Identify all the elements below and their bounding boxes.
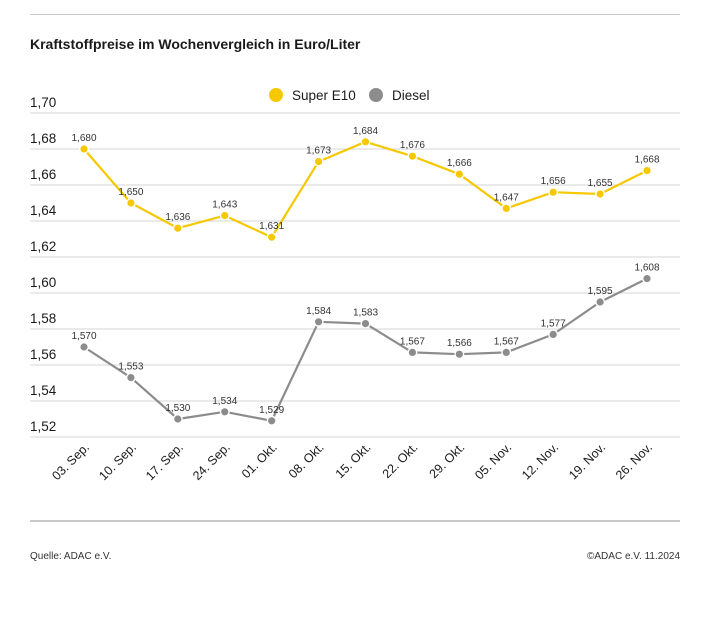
data-point: [642, 273, 653, 284]
data-label: 1,530: [165, 403, 190, 414]
x-tick-label: 24. Sep.: [190, 440, 233, 483]
y-tick-label: 1,52: [30, 419, 56, 434]
data-point: [407, 151, 418, 162]
data-point: [360, 318, 371, 329]
series-line: [83, 277, 648, 422]
data-label: 1,636: [165, 212, 190, 223]
data-point: [266, 415, 277, 426]
x-tick-label: 10. Sep.: [96, 440, 139, 483]
x-tick-label: 19. Nov.: [566, 440, 608, 482]
data-label: 1,650: [118, 187, 143, 198]
series: 1,680 1,650 1,636 1,643 1,631 1,673 1,684 1,676…: [71, 126, 660, 426]
grid-lines: [30, 112, 680, 438]
data-label: 1,553: [118, 362, 143, 373]
legend-swatch: [369, 88, 383, 102]
data-label: 1,534: [212, 396, 237, 407]
x-tick-label: 22. Okt.: [380, 440, 421, 481]
y-tick-label: 1,66: [30, 167, 56, 182]
data-point: [78, 143, 89, 154]
x-axis-ticks: 03. Sep. 10. Sep. 17. Sep. 24. Sep. 01. Okt.…: [49, 440, 655, 483]
data-label: 1,583: [353, 308, 378, 319]
data-point: [548, 329, 559, 340]
bottom-divider: [30, 520, 680, 522]
copyright-note: ©ADAC e.V. 11.2024: [587, 551, 680, 562]
source-note: Quelle: ADAC e.V.: [30, 551, 112, 562]
data-point: [125, 372, 136, 383]
y-tick-label: 1,54: [30, 383, 57, 398]
series-super-e10: 1,680 1,650 1,636 1,643 1,631 1,673 1,684 1,676…: [71, 126, 660, 243]
data-label: 1,595: [588, 286, 613, 297]
data-label: 1,567: [400, 336, 425, 347]
x-tick-label: 15. Okt.: [333, 440, 374, 481]
data-label: 1,676: [400, 140, 425, 151]
data-point: [78, 342, 89, 353]
x-tick-label: 26. Nov.: [613, 440, 655, 482]
data-point: [313, 156, 324, 167]
data-point: [125, 197, 136, 208]
data-point: [172, 223, 183, 234]
legend: Super E10 Diesel: [269, 88, 430, 103]
data-label: 1,684: [353, 126, 378, 137]
data-label: 1,666: [447, 158, 472, 169]
data-point: [595, 188, 606, 199]
data-point: [454, 169, 465, 180]
y-tick-label: 1,70: [30, 95, 56, 110]
data-point: [172, 414, 183, 425]
data-label: 1,529: [259, 405, 284, 416]
data-label: 1,567: [494, 336, 519, 347]
legend-swatch: [269, 88, 283, 102]
data-label: 1,608: [634, 263, 659, 274]
x-tick-label: 05. Nov.: [472, 440, 514, 482]
data-point: [548, 187, 559, 198]
data-label: 1,643: [212, 200, 237, 211]
data-label: 1,680: [71, 133, 96, 144]
y-tick-label: 1,56: [30, 347, 56, 362]
series-diesel: 1,570 1,553 1,530 1,534 1,529 1,584 1,583 1,567…: [71, 263, 660, 426]
y-axis-ticks: 1,52 1,54 1,56 1,58 1,60 1,62 1,64 1,66 1,68 1,70: [30, 95, 57, 434]
data-point: [595, 297, 606, 308]
data-point: [219, 406, 230, 417]
x-tick-label: 08. Okt.: [286, 440, 327, 481]
data-point: [219, 210, 230, 221]
legend-label: Super E10: [292, 88, 356, 103]
chart-title: Kraftstoffpreise im Wochenvergleich in E…: [30, 36, 361, 52]
y-tick-label: 1,62: [30, 239, 56, 254]
data-point: [313, 316, 324, 327]
data-label: 1,566: [447, 338, 472, 349]
legend-label: Diesel: [392, 88, 430, 103]
data-point: [360, 136, 371, 147]
data-label: 1,668: [634, 155, 659, 166]
data-point: [266, 232, 277, 243]
data-point: [642, 165, 653, 176]
data-label: 1,631: [259, 221, 284, 232]
x-tick-label: 01. Okt.: [239, 440, 280, 481]
top-divider: [30, 14, 680, 15]
y-tick-label: 1,64: [30, 203, 57, 218]
x-tick-label: 12. Nov.: [519, 440, 561, 482]
data-point: [501, 347, 512, 358]
data-label: 1,647: [494, 192, 519, 203]
data-label: 1,656: [541, 176, 566, 187]
data-point: [454, 349, 465, 360]
x-tick-label: 03. Sep.: [49, 440, 92, 483]
y-tick-label: 1,60: [30, 275, 56, 290]
data-label: 1,655: [588, 178, 613, 189]
data-point: [407, 347, 418, 358]
data-point: [501, 203, 512, 214]
x-tick-label: 17. Sep.: [143, 440, 186, 483]
y-tick-label: 1,58: [30, 311, 56, 326]
data-label: 1,577: [541, 318, 566, 329]
data-label: 1,673: [306, 146, 331, 157]
y-tick-label: 1,68: [30, 131, 56, 146]
data-label: 1,570: [71, 331, 96, 342]
x-tick-label: 29. Okt.: [427, 440, 468, 481]
data-label: 1,584: [306, 306, 331, 317]
